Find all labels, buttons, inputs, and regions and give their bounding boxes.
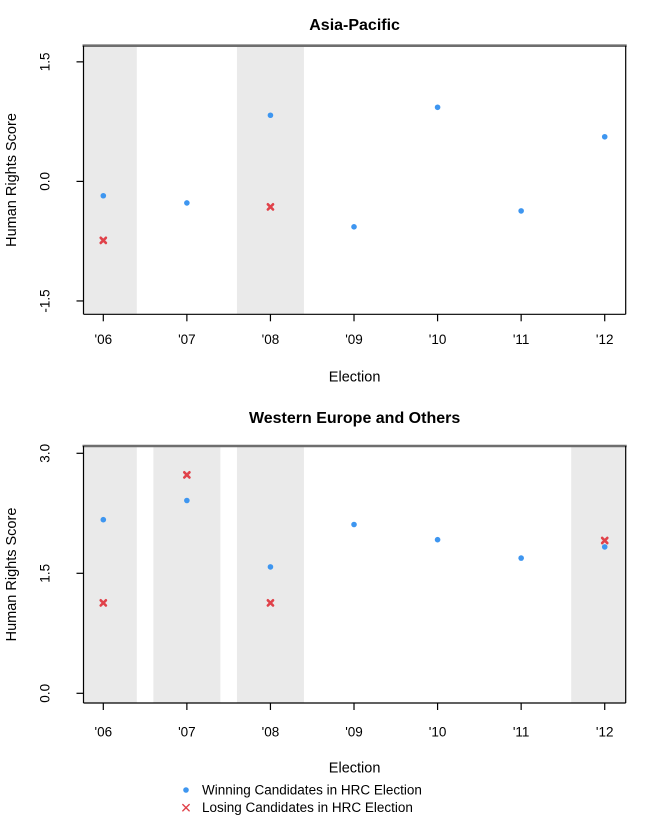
- y-axis-label: Human Rights Score: [4, 113, 20, 247]
- winning-point: [267, 564, 274, 570]
- x-tick-label: '10: [429, 332, 447, 347]
- y-tick-label: 3.0: [38, 444, 53, 463]
- x-tick-label: '09: [345, 725, 363, 740]
- x-tick-label: '06: [95, 725, 113, 740]
- winning-point: [518, 555, 524, 561]
- chart-title: Western Europe and Others: [249, 410, 460, 427]
- x-tick-label: '09: [345, 332, 363, 347]
- winning-point: [184, 497, 190, 504]
- x-axis-label: Election: [329, 761, 381, 777]
- x-tick-label: '12: [596, 332, 614, 347]
- winning-point: [434, 536, 441, 543]
- x-tick-label: '12: [596, 725, 614, 740]
- shaded-band: [83, 45, 137, 315]
- winning-point: [184, 200, 190, 206]
- legend-winning-dot-icon: [183, 787, 189, 793]
- losing-point: [182, 471, 191, 479]
- losing-point: [600, 536, 609, 545]
- winning-point: [267, 112, 274, 119]
- losing-point: [99, 599, 108, 607]
- chart-panel-0: 1.5 0.0 -1.5 '06 '07 '08 '09 '10 '11 '12 Asia-Paci…: [4, 17, 627, 386]
- winning-point: [100, 516, 107, 523]
- y-axis-label: Human Rights Score: [4, 508, 20, 642]
- winning-point: [518, 208, 524, 214]
- chart-panel-1: 3.0 1.5 0.0 '06 '07 '08 '09 '10 '11 '12 Western Eu…: [4, 410, 627, 777]
- chart-title: Asia-Pacific: [309, 17, 400, 34]
- shaded-band: [571, 446, 626, 703]
- winning-point: [100, 192, 107, 199]
- losing-point: [266, 599, 275, 607]
- x-tick-label: '11: [513, 725, 530, 740]
- y-tick-label: 1.5: [38, 52, 53, 71]
- x-tick-label: '06: [95, 332, 113, 347]
- x-tick-label: '11: [513, 332, 530, 347]
- legend: Winning Candidates in HRC Election Losing…: [182, 783, 422, 815]
- x-axis-label: Election: [329, 370, 381, 386]
- y-tick-label: 1.5: [38, 564, 53, 583]
- legend-losing-x-icon: [182, 803, 190, 812]
- winning-point: [601, 544, 608, 550]
- shaded-band: [236, 45, 304, 315]
- losing-point: [266, 203, 275, 211]
- y-tick-label: -1.5: [38, 289, 53, 312]
- legend-label: Winning Candidates in HRC Election: [202, 783, 422, 798]
- x-tick-label: '07: [178, 332, 196, 347]
- x-tick-label: '08: [262, 725, 280, 740]
- winning-point: [351, 521, 357, 528]
- legend-label: Losing Candidates in HRC Election: [202, 800, 413, 815]
- y-tick-label: 0.0: [38, 172, 53, 191]
- shaded-band: [83, 446, 137, 703]
- y-tick-label: 0.0: [38, 684, 53, 703]
- x-tick-label: '10: [429, 725, 447, 740]
- losing-point: [99, 236, 108, 245]
- shaded-band: [236, 446, 304, 703]
- winning-point: [601, 133, 608, 140]
- winning-point: [434, 104, 441, 111]
- x-tick-label: '07: [178, 725, 196, 740]
- shaded-band: [153, 446, 221, 703]
- winning-point: [351, 224, 357, 230]
- x-tick-label: '08: [262, 332, 280, 347]
